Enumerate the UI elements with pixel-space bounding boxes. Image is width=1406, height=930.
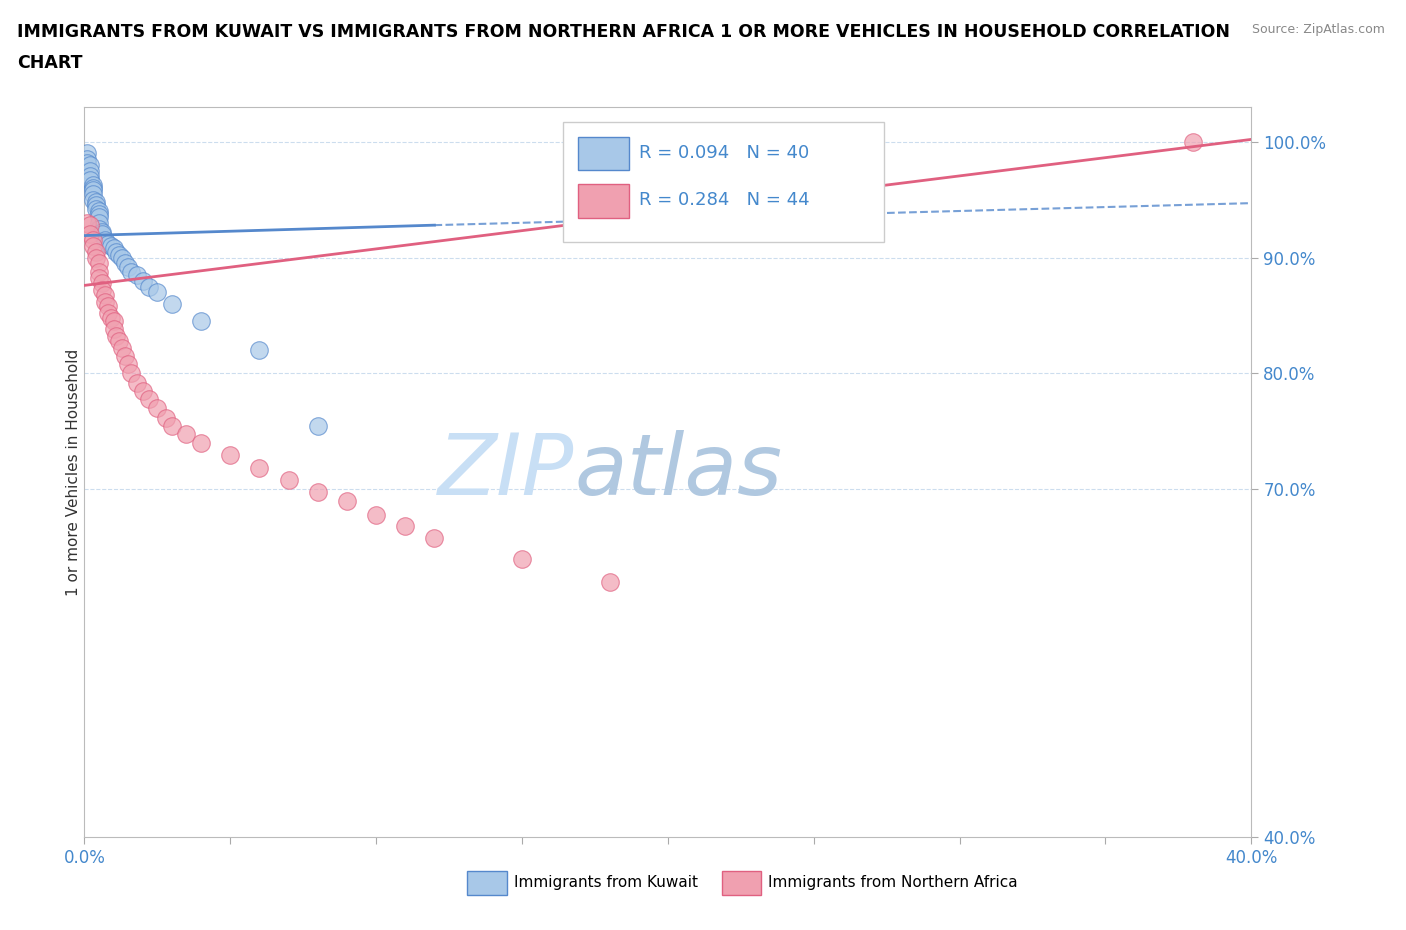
Point	[108, 334, 131, 349]
Point	[146, 285, 169, 299]
Text: CHART: CHART	[17, 54, 83, 72]
Point	[82, 183, 104, 198]
Point	[87, 256, 110, 271]
Point	[111, 340, 134, 355]
Point	[84, 245, 107, 259]
FancyBboxPatch shape	[467, 870, 506, 896]
Point	[79, 173, 101, 188]
Point	[146, 401, 169, 416]
Point	[108, 247, 131, 262]
Point	[111, 250, 134, 265]
Text: Immigrants from Northern Africa: Immigrants from Northern Africa	[768, 875, 1018, 891]
Point	[90, 283, 112, 298]
Point	[117, 259, 139, 274]
Text: Source: ZipAtlas.com: Source: ZipAtlas.com	[1251, 23, 1385, 36]
Point	[510, 551, 533, 566]
Point	[105, 329, 128, 344]
Point	[97, 299, 120, 313]
Point	[87, 221, 110, 236]
Point	[87, 209, 110, 224]
Text: R = 0.094   N = 40: R = 0.094 N = 40	[638, 144, 808, 162]
Point	[84, 202, 107, 217]
Point	[138, 279, 160, 294]
Point	[125, 376, 148, 391]
Point	[94, 287, 117, 302]
Point	[87, 216, 110, 231]
Text: atlas: atlas	[575, 431, 783, 513]
FancyBboxPatch shape	[578, 137, 630, 170]
Point	[90, 227, 112, 242]
Point	[336, 494, 359, 509]
Text: Immigrants from Kuwait: Immigrants from Kuwait	[513, 875, 697, 891]
Point	[76, 155, 98, 170]
Point	[219, 447, 242, 462]
Point	[117, 357, 139, 372]
Point	[97, 306, 120, 321]
Point	[94, 232, 117, 247]
Point	[114, 256, 136, 271]
Point	[307, 485, 329, 499]
Point	[423, 531, 446, 546]
Point	[97, 236, 120, 251]
Point	[103, 241, 125, 256]
Point	[103, 322, 125, 337]
FancyBboxPatch shape	[721, 870, 761, 896]
Point	[100, 311, 122, 325]
Point	[87, 206, 110, 221]
Point	[87, 271, 110, 286]
Point	[160, 418, 183, 433]
Point	[277, 472, 299, 487]
Point	[190, 435, 212, 450]
Point	[307, 418, 329, 433]
Point	[79, 169, 101, 184]
Point	[79, 164, 101, 179]
Point	[132, 383, 155, 398]
Point	[82, 239, 104, 254]
Point	[76, 216, 98, 231]
Point	[190, 314, 212, 329]
Point	[176, 426, 198, 441]
Text: ZIP: ZIP	[439, 431, 575, 513]
Point	[120, 264, 142, 279]
Point	[105, 245, 128, 259]
Point	[132, 273, 155, 288]
Point	[138, 392, 160, 406]
Point	[90, 275, 112, 290]
Point	[599, 575, 621, 590]
Point	[79, 157, 101, 172]
Point	[82, 186, 104, 201]
Point	[366, 508, 388, 523]
Point	[249, 461, 271, 476]
Point	[125, 268, 148, 283]
Point	[84, 250, 107, 265]
Point	[87, 264, 110, 279]
Text: IMMIGRANTS FROM KUWAIT VS IMMIGRANTS FROM NORTHERN AFRICA 1 OR MORE VEHICLES IN : IMMIGRANTS FROM KUWAIT VS IMMIGRANTS FRO…	[17, 23, 1230, 41]
Point	[76, 152, 98, 166]
Point	[84, 194, 107, 209]
Point	[103, 314, 125, 329]
Point	[94, 294, 117, 309]
Point	[394, 519, 416, 534]
Point	[87, 204, 110, 219]
Point	[82, 177, 104, 192]
Text: R = 0.284   N = 44: R = 0.284 N = 44	[638, 192, 810, 209]
FancyBboxPatch shape	[562, 122, 884, 242]
Point	[82, 232, 104, 247]
Point	[82, 193, 104, 207]
Point	[76, 146, 98, 161]
Point	[100, 239, 122, 254]
Point	[82, 180, 104, 195]
Point	[79, 227, 101, 242]
Y-axis label: 1 or more Vehicles in Household: 1 or more Vehicles in Household	[66, 349, 80, 595]
Point	[120, 366, 142, 381]
Point	[79, 218, 101, 232]
Point	[84, 198, 107, 213]
Point	[114, 349, 136, 364]
Point	[249, 343, 271, 358]
Point	[160, 297, 183, 312]
Point	[1182, 134, 1205, 149]
FancyBboxPatch shape	[578, 184, 630, 218]
Point	[155, 410, 177, 425]
Point	[90, 225, 112, 240]
